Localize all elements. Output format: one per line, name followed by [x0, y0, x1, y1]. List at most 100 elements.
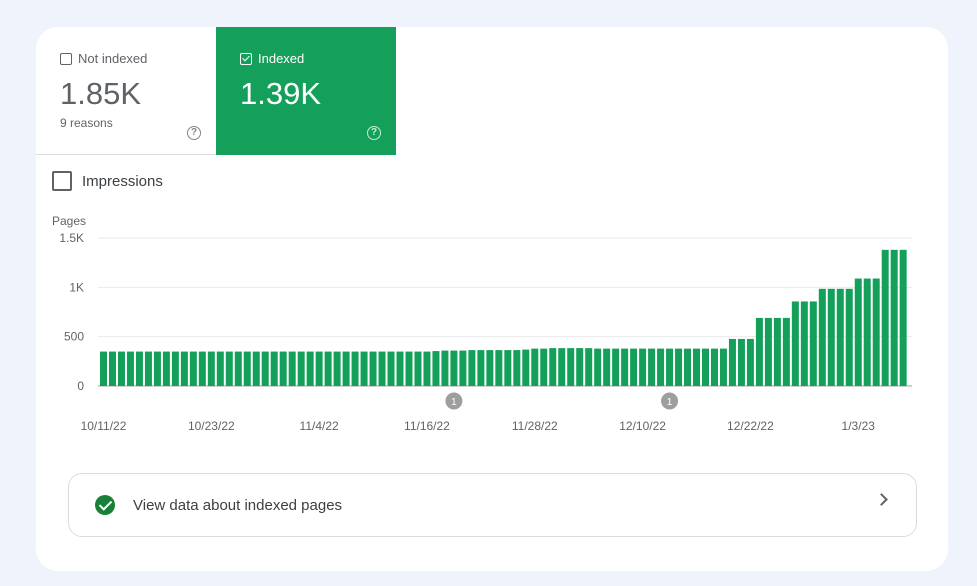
bar [180, 351, 188, 386]
view-indexed-pages-link[interactable]: View data about indexed pages [68, 473, 917, 537]
bar [108, 351, 116, 386]
annotation-label: 1 [451, 397, 457, 408]
bar [818, 288, 826, 386]
bar [827, 288, 835, 386]
bar [863, 278, 871, 386]
x-tick-label: 1/3/23 [842, 419, 876, 433]
bar [809, 301, 817, 386]
bar [342, 351, 350, 386]
x-tick-label: 11/16/22 [404, 419, 450, 433]
bar [836, 288, 844, 386]
bar [207, 351, 215, 386]
bar [594, 348, 602, 386]
bar [405, 351, 413, 386]
y-tick-label: 500 [64, 330, 84, 344]
bar [764, 317, 772, 386]
bar [117, 351, 125, 386]
x-tick-label: 10/11/22 [81, 419, 127, 433]
bar [755, 317, 763, 386]
help-icon[interactable]: ? [187, 126, 201, 140]
impressions-label: Impressions [82, 172, 163, 190]
bar [252, 351, 260, 386]
indexed-pages-chart: Pages 0 500 1K 1.5K 1 1 10/11/22 10/23/22 11/4/22… [52, 214, 912, 433]
bar [899, 249, 907, 386]
bar [387, 351, 395, 386]
check-circle-icon [95, 495, 115, 515]
bar [432, 351, 440, 386]
bar [585, 348, 593, 386]
bar [648, 348, 656, 386]
bar [657, 348, 665, 386]
annotation-marker [661, 392, 679, 410]
not-indexed-header: Not indexed [60, 51, 147, 66]
bar [459, 350, 467, 386]
bar [189, 351, 197, 386]
bar [243, 351, 251, 386]
bar [477, 350, 485, 386]
bar [630, 348, 638, 386]
indexed-label: Indexed [258, 51, 305, 66]
bar [737, 338, 745, 386]
bar [603, 348, 611, 386]
annotation-label: 1 [667, 397, 673, 408]
bar [854, 278, 862, 386]
x-tick-label: 12/22/22 [727, 419, 774, 433]
bar [369, 351, 377, 386]
impressions-checkbox[interactable] [52, 171, 72, 191]
bar [162, 351, 170, 386]
bar [414, 351, 422, 386]
bar [261, 351, 269, 386]
bar [234, 351, 242, 386]
bar [890, 249, 898, 386]
bar [684, 348, 692, 386]
not-indexed-reasons: 9 reasons [60, 116, 113, 130]
annotation-marker [445, 392, 463, 410]
bar [198, 351, 206, 386]
bar [333, 351, 341, 386]
impressions-toggle[interactable]: Impressions [52, 171, 163, 191]
bar [441, 350, 449, 386]
bar [504, 350, 512, 386]
bar [522, 349, 530, 386]
bar [324, 351, 332, 386]
bar [360, 351, 368, 386]
bar [378, 351, 386, 386]
bar [216, 351, 224, 386]
not-indexed-label: Not indexed [78, 51, 148, 66]
bar [396, 351, 404, 386]
not-indexed-checkbox[interactable] [60, 52, 72, 65]
bar [567, 348, 575, 386]
bar [270, 351, 278, 386]
bar [782, 317, 790, 386]
bar [666, 348, 674, 386]
bar [486, 350, 494, 386]
help-icon[interactable]: ? [367, 126, 381, 140]
bar [746, 338, 754, 386]
indexed-tile[interactable]: Indexed 1.39K ? [216, 27, 396, 155]
x-tick-label: 11/28/22 [512, 419, 558, 433]
chevron-right-icon [875, 493, 888, 506]
indexed-checkbox[interactable] [240, 52, 252, 65]
bar [701, 348, 709, 386]
bar [540, 348, 548, 386]
bar [728, 338, 736, 386]
bar [872, 278, 880, 386]
y-tick-label: 1.5K [59, 231, 84, 245]
view-indexed-pages-label: View data about indexed pages [133, 496, 343, 514]
indexed-value: 1.39K [240, 76, 322, 111]
bar [710, 348, 718, 386]
x-tick-label: 12/10/22 [619, 419, 666, 433]
y-tick-label: 1K [69, 280, 84, 294]
bar [315, 351, 323, 386]
x-tick-label: 11/4/22 [300, 419, 339, 433]
bar [225, 351, 233, 386]
indexing-card: Not indexed 1.85K 9 reasons ? Indexed 1.… [36, 27, 948, 571]
bar [351, 351, 359, 386]
bar [719, 348, 727, 386]
bar [100, 351, 107, 386]
bar [171, 351, 179, 386]
not-indexed-tile[interactable]: Not indexed 1.85K 9 reasons ? [36, 27, 216, 155]
bar [639, 348, 647, 386]
bar [126, 351, 134, 386]
bar [297, 351, 305, 386]
